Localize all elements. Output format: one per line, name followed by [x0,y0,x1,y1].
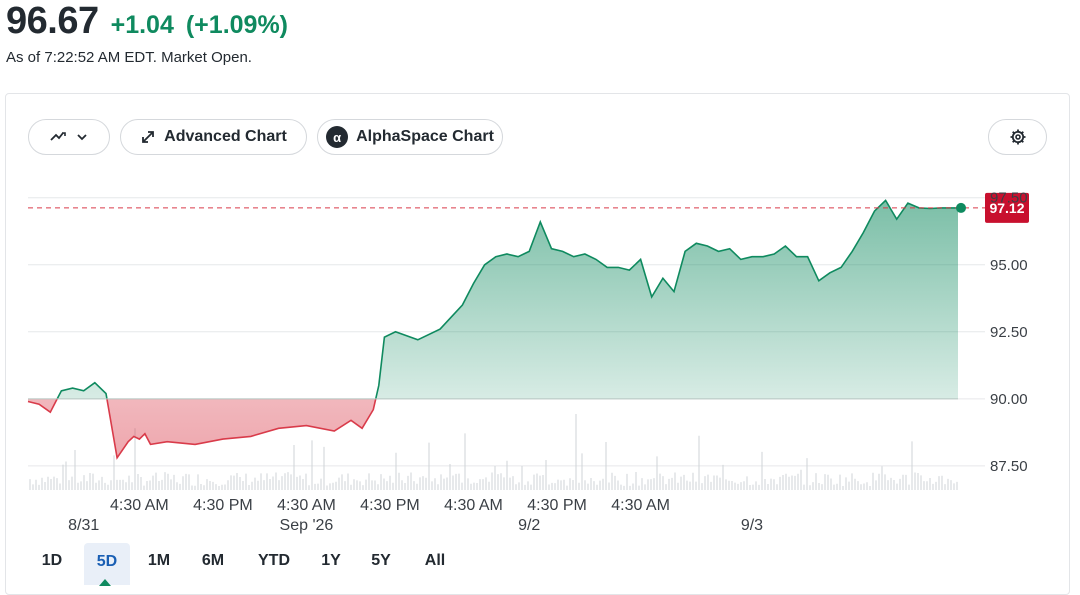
alphaspace-chart-label: AlphaSpace Chart [356,128,494,145]
range-6m[interactable]: 6M [201,552,225,569]
date-label: Sep '26 [280,517,334,534]
y-tick-label: 87.50 [990,458,1028,475]
range-5d[interactable]: 5D [84,543,130,585]
date-label: 9/3 [741,517,763,534]
price-row: 96.67 +1.04 (+1.09%) [6,0,288,43]
date-label: 9/2 [518,517,540,534]
advanced-chart-label: Advanced Chart [164,128,287,145]
price-change: +1.04 [110,11,174,39]
price-change-percent: (+1.09%) [185,11,288,39]
current-price-dot [956,202,966,213]
price-line-down [27,398,377,460]
area-fill-up [57,200,958,399]
y-tick-label: 92.50 [990,324,1028,341]
range-ytd[interactable]: YTD [258,552,290,569]
date-label: 8/31 [68,517,99,534]
range-selector: 1D 5D 1M 6M YTD 1Y 5Y All [0,543,520,585]
active-range-indicator [99,579,111,586]
current-price-badge [985,192,1029,223]
chart-type-icon [50,132,66,141]
x-tick-label: 4:30 AM [444,497,503,514]
range-all[interactable]: All [424,552,446,569]
x-tick-label: 4:30 PM [527,497,587,514]
x-tick-label: 4:30 AM [277,497,336,514]
price-line-up [56,199,958,399]
range-1d[interactable]: 1D [41,552,63,569]
y-tick-label: 95.00 [990,257,1028,274]
range-1y[interactable]: 1Y [321,552,341,569]
quote-header: 96.67 +1.04 (+1.09%) As of 7:22:52 AM ED… [6,0,288,66]
x-tick-label: 4:30 AM [611,497,670,514]
y-tick-label: 90.00 [990,391,1028,408]
range-5y[interactable]: 5Y [371,552,391,569]
gear-icon [1010,129,1025,145]
current-price: 96.67 [6,0,99,42]
current-price-badge-label: 97.12 [989,200,1024,216]
alphaspace-logo-icon: α [326,126,349,148]
range-1m[interactable]: 1M [147,552,171,569]
y-tick-label-partial: 97.50 [990,190,1028,207]
expand-icon [142,131,155,143]
x-tick-label: 4:30 PM [360,497,420,514]
alphaspace-chart-button[interactable]: α AlphaSpace Chart [317,119,503,155]
as-of-timestamp: As of 7:22:52 AM EDT. Market Open. [6,49,252,66]
chevron-down-icon [77,134,87,141]
x-tick-label: 4:30 AM [110,497,169,514]
area-fill-down [28,398,958,458]
chart-type-button[interactable] [28,119,110,155]
advanced-chart-button[interactable]: Advanced Chart [120,119,307,155]
settings-button[interactable] [988,119,1047,155]
x-tick-label: 4:30 PM [193,497,253,514]
